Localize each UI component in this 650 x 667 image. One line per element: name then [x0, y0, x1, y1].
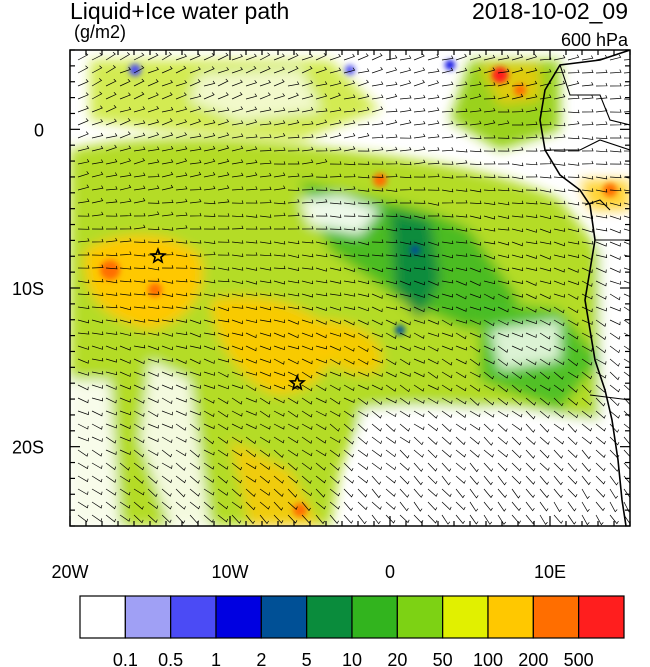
colorbar-label: 20 — [387, 650, 407, 667]
colorbar-swatch — [260, 595, 308, 639]
colorbar-label: 200 — [518, 650, 548, 667]
colorbar-label: 0.1 — [113, 650, 138, 667]
colorbar-swatch — [396, 595, 444, 639]
colorbar-label: 1 — [211, 650, 221, 667]
axis-ticks — [69, 49, 631, 527]
pressure-level-label: 600 hPa — [560, 30, 628, 50]
lon-tick-label: 10W — [211, 562, 248, 582]
wind-barbs — [77, 51, 630, 526]
lon-tick-label: 0 — [385, 562, 395, 582]
colorbar-label: 100 — [473, 650, 503, 667]
axis-labels: 20W 10W 0 10E 0 10S 20S — [12, 120, 566, 582]
colorbar — [79, 595, 625, 639]
lat-tick-label: 0 — [34, 120, 44, 140]
colorbar-swatch — [532, 595, 580, 639]
colorbar-swatch — [124, 595, 172, 639]
colorbar-swatch — [487, 595, 534, 639]
colorbar-swatch — [578, 595, 625, 639]
map-title: Liquid+Ice water path — [70, 0, 290, 24]
colorbar-label: 500 — [564, 650, 594, 667]
lat-tick-label: 20S — [12, 438, 44, 458]
location-markers — [149, 247, 307, 391]
country-border — [545, 64, 630, 401]
units-label: (g/m2) — [74, 22, 127, 42]
star-marker-2 — [288, 374, 307, 391]
colorbar-swatch — [306, 595, 353, 639]
star-marker-1 — [149, 247, 167, 264]
colorbar-swatch — [79, 595, 126, 639]
lon-tick-label: 10E — [534, 562, 566, 582]
colorbar-swatch — [170, 595, 217, 639]
colorbar-label: 5 — [302, 650, 312, 667]
colorbar-label: 0.5 — [158, 650, 183, 667]
colorbar-label: 10 — [342, 650, 362, 667]
lat-tick-label: 10S — [12, 279, 44, 299]
lon-tick-label: 20W — [51, 562, 88, 582]
field-shading — [70, 50, 630, 526]
colorbar-labels: 0.1 0.5 1 2 5 10 20 50 100 200 500 — [113, 650, 594, 667]
colorbar-swatch — [442, 595, 489, 639]
colorbar-swatch — [215, 595, 262, 639]
datetime-label: 2018-10-02_09 — [471, 0, 628, 24]
colorbar-swatch — [351, 595, 398, 639]
colorbar-label: 50 — [433, 650, 453, 667]
colorbar-label: 2 — [256, 650, 266, 667]
